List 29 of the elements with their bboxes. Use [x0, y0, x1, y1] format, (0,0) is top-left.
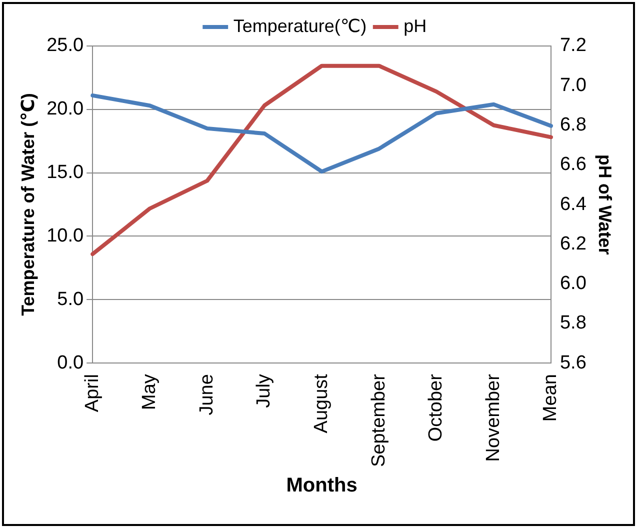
- y2-tick-label: 6.8: [560, 114, 586, 136]
- y2-tick-label: 7.2: [560, 35, 586, 56]
- y2-tick-label: 7.0: [560, 74, 586, 96]
- x-tick-label: April: [82, 374, 103, 412]
- y2-tick-label: 6.0: [560, 273, 586, 294]
- x-tick-label: Mean: [540, 374, 562, 422]
- y-tick-label: 10.0: [46, 225, 84, 246]
- y2-axis-title: pH of Water: [595, 154, 616, 255]
- y2-tick-label: 6.6: [560, 154, 586, 176]
- x-tick-label: July: [254, 374, 275, 408]
- y2-tick-label: 6.2: [560, 233, 586, 254]
- x-tick-label: June: [196, 374, 218, 416]
- y-tick-label: 20.0: [46, 98, 84, 120]
- x-axis-title: Months: [286, 474, 358, 497]
- y2-tick-label: 6.4: [560, 194, 587, 215]
- x-tick-label: August: [311, 373, 332, 434]
- y-axis-title: Temperature of Water (℃): [18, 93, 38, 316]
- legend-label: pH: [404, 16, 427, 36]
- y2-tick-label: 5.6: [560, 352, 586, 374]
- y2-tick-label: 5.8: [560, 312, 586, 334]
- y-tick-label: 15.0: [46, 162, 84, 184]
- x-tick-label: October: [426, 373, 447, 442]
- y-tick-label: 0.0: [57, 352, 84, 374]
- y-tick-label: 5.0: [57, 288, 84, 310]
- x-tick-label: May: [139, 374, 160, 410]
- x-tick-label: November: [482, 373, 504, 462]
- legend-label: Temperature(℃): [233, 16, 367, 36]
- y-tick-label: 25.0: [46, 35, 84, 56]
- x-tick-label: September: [368, 373, 390, 468]
